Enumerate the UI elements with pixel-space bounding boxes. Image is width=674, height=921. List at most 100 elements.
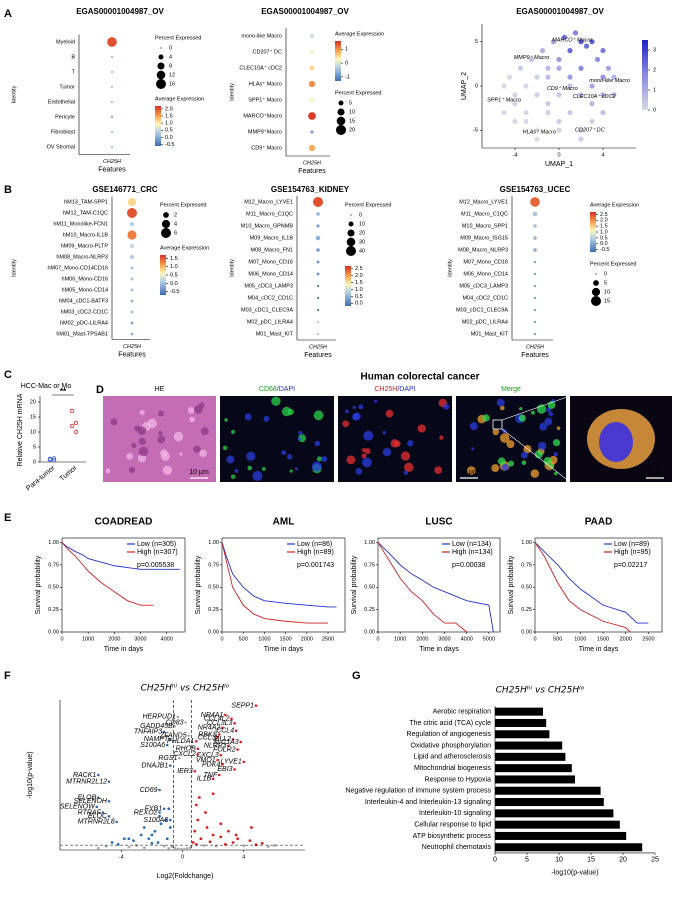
colorbar-label: 1.5 bbox=[165, 113, 173, 119]
chart-title: EGAS00001004987_OV bbox=[516, 7, 604, 16]
point bbox=[567, 83, 573, 89]
cell bbox=[158, 430, 163, 436]
colorbar-label: 3 bbox=[653, 47, 656, 53]
dot bbox=[315, 235, 321, 241]
point bbox=[208, 840, 212, 844]
category-label: M05_cDC3_LAMP3 bbox=[459, 283, 508, 289]
legend-label: 0 bbox=[359, 212, 362, 218]
legend-dot bbox=[336, 116, 346, 126]
legend-label: High (n=134) bbox=[452, 549, 493, 556]
dot bbox=[130, 266, 134, 270]
legend-label: 8 bbox=[169, 63, 172, 69]
colorbar-label: 1 bbox=[653, 87, 656, 93]
dot bbox=[111, 56, 113, 58]
point bbox=[110, 841, 114, 844]
dot bbox=[533, 308, 537, 312]
x-tick-label: 0 bbox=[181, 854, 184, 860]
category-label: M02_pDC_LILRA4 bbox=[462, 319, 508, 325]
chart-title: GSE154763_KIDNEY bbox=[271, 185, 350, 194]
category-label: M12_Macro_LYVE1 bbox=[244, 199, 293, 205]
dot bbox=[129, 243, 135, 249]
x-tick-label: 1000 bbox=[574, 636, 586, 642]
cell bbox=[443, 403, 450, 410]
dot bbox=[308, 144, 316, 152]
y-tick-label: 15 bbox=[30, 414, 36, 420]
cell bbox=[471, 447, 475, 451]
x-axis-label: Features bbox=[118, 351, 146, 358]
cell bbox=[160, 451, 170, 461]
nucleus bbox=[599, 422, 633, 462]
image-label-part: CH25H bbox=[374, 386, 397, 393]
point bbox=[150, 833, 154, 837]
colorbar-label: 1.0 bbox=[170, 264, 178, 270]
cell bbox=[500, 405, 505, 411]
point bbox=[197, 796, 201, 799]
y-tick-label: 5 bbox=[475, 39, 478, 45]
category-label: hM11_Monolike-FCN1 bbox=[53, 221, 108, 227]
x-tick-label: 20 bbox=[619, 857, 627, 864]
cell bbox=[281, 450, 287, 456]
cluster-label: mono-like Macro bbox=[589, 78, 630, 84]
category-label: hM09_Macro-PLTP bbox=[61, 243, 109, 249]
x-axis-label: Time in days bbox=[419, 646, 459, 653]
dot bbox=[110, 115, 114, 119]
cell bbox=[226, 455, 235, 464]
dot bbox=[533, 260, 537, 264]
cell bbox=[534, 450, 543, 459]
point bbox=[104, 844, 108, 848]
x-tick-label: -4 bbox=[119, 854, 124, 860]
cluster-label: SPP1⁺ Macro bbox=[487, 98, 521, 104]
image-label: HE bbox=[155, 386, 165, 393]
cell bbox=[400, 451, 411, 461]
point bbox=[506, 74, 513, 80]
cell bbox=[246, 451, 256, 461]
legend-label: 10 bbox=[604, 289, 610, 295]
y-tick-label: 20 bbox=[30, 399, 36, 405]
y-tick-label: 1.00 bbox=[364, 540, 375, 546]
legend-label: 15 bbox=[349, 118, 355, 124]
image-label: CH25H/DAPI bbox=[374, 386, 415, 393]
gene-point bbox=[239, 740, 242, 744]
bar bbox=[495, 775, 575, 784]
legend-dot bbox=[591, 287, 601, 297]
point bbox=[589, 83, 595, 89]
cell bbox=[358, 404, 364, 410]
x-axis-label: Time in days bbox=[579, 646, 619, 653]
cell bbox=[518, 414, 526, 422]
gene-label: SEPP1 bbox=[231, 702, 254, 709]
category-label: Interleukin-10 signaling bbox=[419, 810, 491, 817]
gene-point bbox=[230, 717, 233, 721]
cluster-label: CD207⁺ DC bbox=[575, 128, 605, 134]
colorbar-label: 2.5 bbox=[355, 266, 363, 272]
gene-label: IER3 bbox=[177, 768, 193, 775]
dot bbox=[313, 197, 323, 207]
cluster-label: MMP9⁺ Macro bbox=[514, 55, 550, 61]
gene-label: NR4A1 bbox=[201, 712, 224, 719]
gene-label: TNFAIP3 bbox=[134, 729, 162, 736]
category-label: hM02_pDC-LILRA4 bbox=[60, 320, 108, 326]
cell bbox=[230, 474, 236, 479]
chart-title: LUSC bbox=[425, 517, 452, 528]
point bbox=[211, 792, 215, 796]
point bbox=[167, 847, 171, 850]
y-tick-label: 0.75 bbox=[364, 562, 375, 568]
y-tick-label: 0.25 bbox=[521, 607, 532, 613]
point bbox=[188, 846, 192, 850]
legend-title: Average Expression bbox=[590, 202, 639, 208]
x-tick-label: 5 bbox=[525, 857, 529, 864]
legend-dot bbox=[338, 100, 344, 106]
scale-label: 10 μm bbox=[189, 469, 209, 476]
bar bbox=[495, 730, 550, 739]
category-label: Interleukin-4 and Interleukin-13 signali… bbox=[365, 799, 491, 806]
point bbox=[158, 814, 161, 818]
dot bbox=[130, 332, 134, 336]
point bbox=[122, 837, 126, 841]
axis-line bbox=[481, 24, 636, 149]
point bbox=[153, 829, 157, 833]
image-label: CD68/DAPI bbox=[259, 386, 295, 393]
dot bbox=[316, 224, 320, 228]
cell bbox=[138, 437, 146, 446]
bar bbox=[495, 820, 620, 829]
category-label: HLAs⁺ Macro bbox=[249, 80, 282, 87]
y-axis-label: UMAP_2 bbox=[461, 72, 468, 100]
